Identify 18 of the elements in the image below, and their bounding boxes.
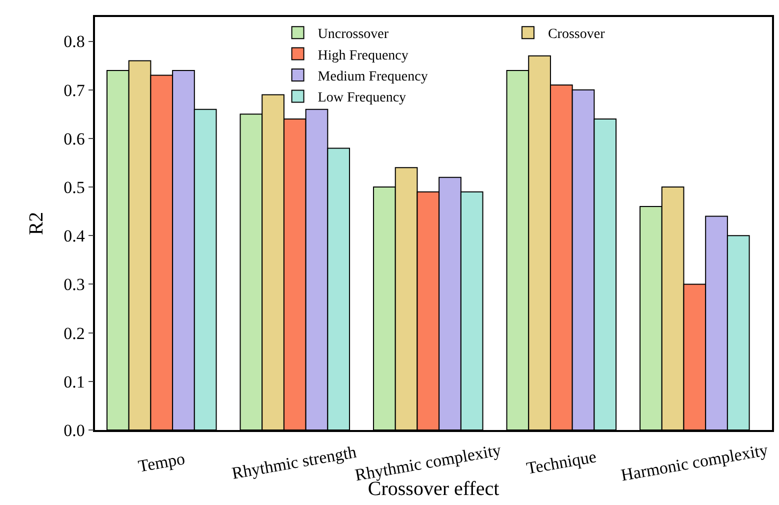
y-tick-label: 0.1	[64, 372, 85, 392]
x-tick-label: Harmonic complexity	[620, 440, 770, 485]
x-tick-label: Technique	[524, 447, 598, 478]
y-tick-label: 0.7	[64, 80, 86, 100]
x-tick-label: Tempo	[136, 449, 186, 476]
y-tick-label: 0.4	[64, 226, 86, 246]
y-tick-label: 0.6	[64, 129, 85, 148]
legend-label: Uncrossover	[318, 27, 389, 42]
y-axis-title: R2	[26, 212, 48, 236]
legend-label: Crossover	[548, 27, 606, 42]
legend-label: Low Frequency	[318, 90, 406, 106]
y-tick-label: 0.0	[64, 420, 85, 440]
y-tick-label: 0.3	[64, 275, 85, 294]
legend-label: Medium Frequency	[318, 69, 428, 84]
y-tick-label: 0.2	[64, 324, 85, 343]
legend-label: High Frequency	[318, 48, 408, 64]
y-tick-label: 0.5	[64, 178, 85, 198]
y-tick-label: 0.8	[64, 32, 85, 52]
